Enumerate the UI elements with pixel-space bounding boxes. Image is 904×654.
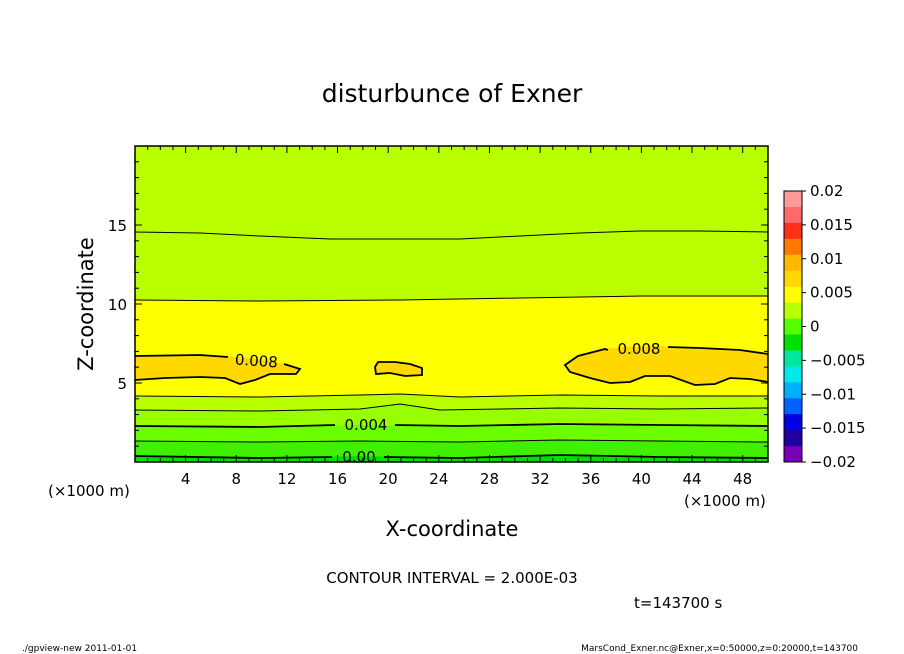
colorbar-segment bbox=[784, 398, 802, 415]
contour-line-000 bbox=[135, 454, 768, 459]
contour-line-008-left bbox=[135, 354, 302, 385]
contour-interval-text: CONTOUR INTERVAL = 2.000E-03 bbox=[326, 569, 577, 587]
colorbar-tick-label: −0.015 bbox=[810, 419, 866, 437]
colorbar-tick-label: 0.01 bbox=[810, 250, 843, 268]
y-tick-label: 10 bbox=[108, 296, 127, 314]
x-unit-left: (×1000 m) bbox=[48, 482, 130, 500]
colorbar-segment bbox=[784, 286, 802, 304]
contour-label-4: 0.00 bbox=[342, 448, 375, 466]
contour-line-006-bottom bbox=[135, 393, 768, 398]
contour-label-1: 0.008 bbox=[234, 351, 278, 372]
x-axis: 4 8 12 16 20 24 28 32 36 40 44 48 bbox=[147, 146, 756, 488]
colorbar-tick-label: −0.02 bbox=[810, 453, 856, 471]
x-tick-label: 28 bbox=[480, 470, 499, 488]
colorbar-segment bbox=[784, 222, 802, 240]
colorbar-segment bbox=[784, 446, 802, 463]
colorbar-segment bbox=[784, 254, 802, 272]
colorbar-segment bbox=[784, 238, 802, 256]
colorbar-segment bbox=[784, 350, 802, 367]
y-axis-label: Z-coordinate bbox=[74, 237, 98, 371]
colorbar-segment bbox=[784, 414, 802, 431]
time-text: t=143700 s bbox=[634, 594, 722, 612]
colorbar-segment bbox=[784, 366, 802, 383]
colorbar-segment bbox=[784, 334, 802, 351]
colorbar-tick-label: −0.005 bbox=[810, 351, 866, 369]
colorbar-tick-label: 0.005 bbox=[810, 284, 853, 302]
x-tick-label: 16 bbox=[328, 470, 347, 488]
colorbar-segment bbox=[784, 270, 802, 288]
contour-line-008-right bbox=[563, 346, 768, 386]
colorbar-segment bbox=[784, 302, 802, 320]
chart-title: disturbunce of Exner bbox=[322, 79, 583, 108]
colorbar-tick-label: 0.015 bbox=[810, 216, 853, 234]
contour-line-008-middle bbox=[374, 361, 423, 377]
x-tick-label: 24 bbox=[429, 470, 448, 488]
x-tick-label: 40 bbox=[632, 470, 651, 488]
colorbar-segment bbox=[784, 382, 802, 399]
y-axis: 5 10 15 bbox=[108, 161, 768, 447]
plot-area: 0.008 0.008 0.004 0.00 bbox=[135, 146, 768, 466]
colorbar-segment bbox=[784, 191, 802, 208]
x-tick-label: 48 bbox=[733, 470, 752, 488]
contour-line-004 bbox=[135, 423, 768, 428]
contour-line-upper bbox=[135, 230, 768, 240]
x-tick-label: 4 bbox=[181, 470, 191, 488]
colorbar-segment bbox=[784, 206, 802, 224]
footer-right: MarsCond_Exner.nc@Exner,x=0:50000,z=0:20… bbox=[581, 644, 858, 654]
colorbar-segment bbox=[784, 430, 802, 447]
x-tick-label: 36 bbox=[581, 470, 600, 488]
y-tick-label: 5 bbox=[117, 375, 127, 393]
band-orange-left bbox=[135, 355, 300, 384]
contour-line-003 bbox=[135, 439, 768, 443]
x-axis-label: X-coordinate bbox=[386, 517, 519, 541]
colorbar-tick-label: −0.01 bbox=[810, 385, 856, 403]
x-unit-right: (×1000 m) bbox=[684, 492, 766, 510]
x-tick-label: 12 bbox=[277, 470, 296, 488]
x-tick-label: 32 bbox=[531, 470, 550, 488]
band-orange-right bbox=[565, 346, 768, 385]
contour-line-006-top bbox=[135, 295, 768, 302]
contour-lines bbox=[135, 230, 768, 459]
colorbar-segment bbox=[784, 318, 802, 335]
colorbar-tick-label: 0 bbox=[810, 318, 820, 336]
footer-left: ./gpview-new 2011-01-01 bbox=[22, 644, 137, 654]
y-tick-label: 15 bbox=[108, 217, 127, 235]
colorbar: 0.02 0.015 0.01 0.005 0 −0.005 −0.01 −0.015 −0.0… bbox=[783, 182, 866, 471]
x-tick-label: 8 bbox=[232, 470, 242, 488]
contour-line-005 bbox=[135, 403, 768, 412]
x-tick-label: 20 bbox=[379, 470, 398, 488]
colorbar-tick-label: 0.02 bbox=[810, 182, 843, 200]
x-tick-label: 44 bbox=[682, 470, 701, 488]
contour-label-2: 0.008 bbox=[618, 340, 661, 358]
contour-label-3: 0.004 bbox=[345, 416, 388, 434]
